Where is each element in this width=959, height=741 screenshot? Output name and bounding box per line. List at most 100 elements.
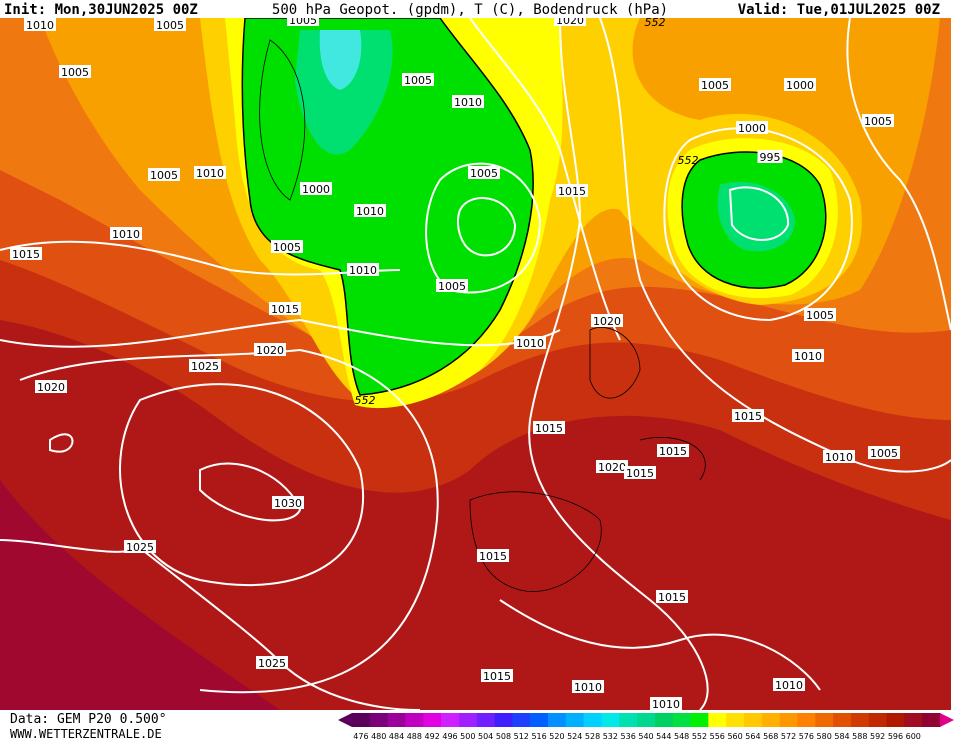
- legend-swatch: [583, 713, 602, 727]
- legend-swatch: [690, 713, 709, 727]
- isobar-label-box: [269, 302, 301, 315]
- isobar-label-box: [154, 18, 186, 31]
- isobar-label: 1020: [256, 344, 284, 357]
- legend-label: 512: [514, 732, 529, 741]
- legend-label: 552: [692, 732, 707, 741]
- legend-swatch: [530, 713, 549, 727]
- legend-swatch: [387, 713, 406, 727]
- legend-arrow-left: [338, 713, 352, 727]
- legend-label: 500: [460, 732, 475, 741]
- legend-swatch: [708, 713, 727, 727]
- isobar: [469, 18, 621, 341]
- isobar-label-box: [477, 549, 509, 562]
- isobar-label-box: [757, 150, 783, 163]
- isobar-label-box: [24, 18, 56, 31]
- legend-label: 568: [763, 732, 778, 741]
- height-label: 552: [678, 154, 699, 167]
- legend-arrow-right: [940, 713, 954, 727]
- legend-label: 504: [478, 732, 493, 741]
- isobar-label: 1010: [196, 167, 224, 180]
- isobar-label-box: [554, 18, 586, 26]
- legend-swatch: [761, 713, 781, 727]
- isobar-label-box: [868, 446, 900, 459]
- legend-swatch: [565, 713, 585, 727]
- isobar: [119, 383, 365, 587]
- isobar-label: 1010: [26, 19, 54, 32]
- legend-swatch: [512, 713, 531, 727]
- isobar-label-box: [481, 669, 513, 682]
- legend-swatch: [352, 713, 371, 727]
- isobar-label-box: [287, 18, 319, 26]
- legend-label: 580: [817, 732, 832, 741]
- color-legend: 476 480 484 488 492 496 500 504 508 512 516 520 524 5…: [338, 713, 954, 741]
- isobar-label: 1015: [558, 185, 586, 198]
- isobar-label: 1005: [470, 167, 498, 180]
- isobar-label-box: [596, 460, 628, 473]
- field-592: [0, 480, 280, 710]
- legend-swatch: [369, 713, 389, 727]
- isobar-label-box: [35, 380, 67, 393]
- legend-label: 560: [727, 732, 742, 741]
- isobar-label-box: [699, 78, 731, 91]
- isobar-label-box: [10, 247, 42, 260]
- isobar-label: 1015: [626, 467, 654, 480]
- isobar-label: 1000: [302, 183, 330, 196]
- map-area: 1010 1005 1005 1020 552 1005 1005 1010 1005 1000 1…: [0, 14, 951, 711]
- legend-label: 492: [425, 732, 440, 741]
- field-544-east: [717, 181, 795, 252]
- valid-time: Valid: Tue,01JUL2025 00Z: [738, 2, 940, 18]
- isobar-label: 1015: [659, 445, 687, 458]
- isobar: [0, 318, 561, 348]
- isobar-label: 1005: [156, 19, 184, 32]
- legend-swatch: [868, 713, 888, 727]
- legend-swatch: [494, 713, 513, 727]
- legend-swatch: [726, 713, 745, 727]
- isobar-label: 1005: [404, 74, 432, 87]
- isobar: [528, 18, 709, 710]
- isobar-label: 1015: [271, 303, 299, 316]
- isobar-label: 1025: [126, 541, 154, 554]
- field-544: [295, 30, 393, 155]
- isobar-label-box: [823, 450, 855, 463]
- isobar-label-box: [792, 349, 824, 362]
- isobar-label: 1020: [556, 14, 584, 27]
- isobar-label-box: [624, 466, 656, 479]
- legend-label: 516: [531, 732, 546, 741]
- isobar-label-box: [784, 78, 816, 91]
- legend-label: 520: [549, 732, 564, 741]
- legend-swatch: [458, 713, 478, 727]
- isobar-label-box: [452, 95, 484, 108]
- isobar-label: 1020: [598, 461, 626, 474]
- site-name: WWW.WETTERZENTRALE.DE: [10, 727, 162, 741]
- isobar-label-box: [556, 184, 588, 197]
- isobar-label-box: [347, 263, 379, 276]
- legend-swatch: [405, 713, 424, 727]
- isobar-label-box: [657, 444, 689, 457]
- isobar-label-box: [194, 166, 226, 179]
- isobar-label: 1000: [738, 122, 766, 135]
- legend-label: 480: [371, 732, 386, 741]
- isobar-label: 1010: [652, 698, 680, 711]
- isobar: [499, 599, 821, 691]
- legend-swatch: [619, 713, 638, 727]
- legend-label: 600: [906, 732, 921, 741]
- legend-swatch: [886, 713, 905, 727]
- isobar: [457, 197, 517, 257]
- isobar: [846, 18, 951, 331]
- isobar-label: 1005: [438, 280, 466, 293]
- isobar: [199, 462, 302, 522]
- isobar-label-box: [732, 409, 764, 422]
- isobar-label-box: [59, 65, 91, 78]
- legend-swatch: [441, 713, 460, 727]
- legend-label: 564: [745, 732, 760, 741]
- legend-swatch: [797, 713, 816, 727]
- coastline: [259, 39, 706, 592]
- isobar-label: 1020: [593, 315, 621, 328]
- isobar-label: 1010: [775, 679, 803, 692]
- legend-label: 524: [567, 732, 582, 741]
- legend-swatch: [423, 713, 442, 727]
- isobar-label: 1010: [349, 264, 377, 277]
- isobar-label-box: [354, 204, 386, 217]
- legend-swatch: [904, 713, 923, 727]
- isobar-label: 1010: [574, 681, 602, 694]
